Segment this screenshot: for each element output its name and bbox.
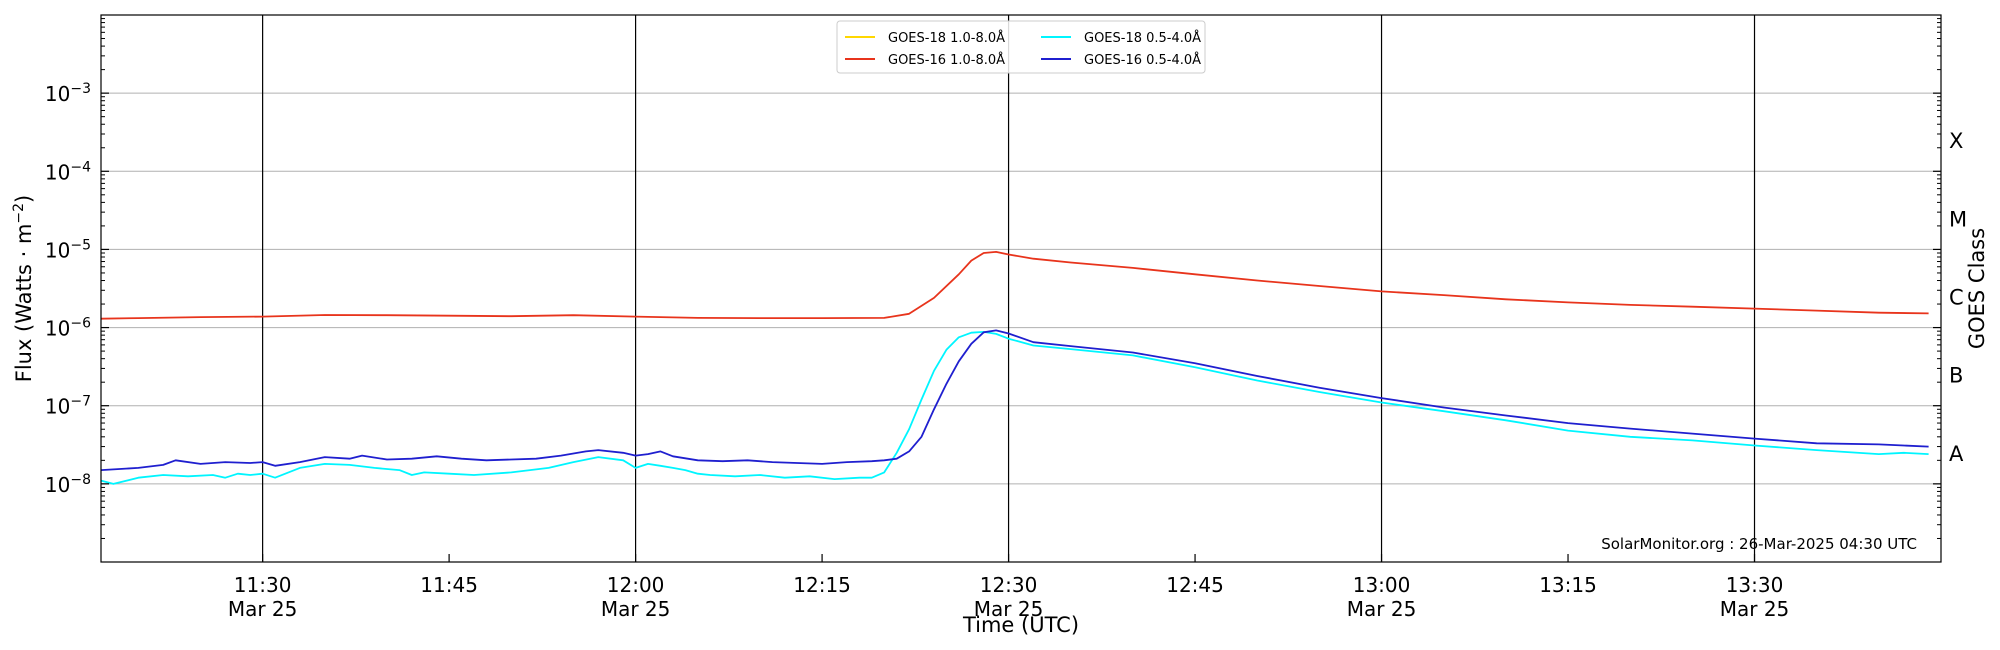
x-tick-label: 13:00 [1353, 573, 1411, 597]
x-tick-label: 12:00 [607, 573, 665, 597]
x-tick-label: 13:15 [1539, 573, 1597, 597]
goes-class-label: X [1949, 129, 1963, 153]
y-tick-exponent: −6 [70, 316, 91, 332]
y-tick-base: 10 [45, 82, 70, 106]
y-tick-label: 10−7 [45, 394, 91, 419]
series-lines [100, 250, 1929, 485]
x-tick-date-label: Mar 25 [228, 597, 298, 621]
legend-label: GOES-18 1.0-8.0Å [888, 30, 1005, 46]
y-axis-label-close: ) [12, 195, 36, 203]
y-tick-exponent: −5 [70, 237, 91, 253]
y-tick-exponent: −3 [70, 81, 91, 97]
y-tick-label: 10−5 [45, 237, 91, 262]
grid-lines [101, 15, 1941, 562]
series-line-1 [100, 250, 1929, 320]
y-tick-base: 10 [45, 473, 70, 497]
y-tick-exponent: −8 [70, 472, 91, 488]
x-tick-date-label: Mar 25 [1347, 597, 1417, 621]
legend-items: GOES-18 1.0-8.0Å GOES-16 1.0-8.0Å GOES-18 … [845, 30, 1201, 68]
y-tick-exponent: −7 [70, 394, 91, 410]
y-tick-base: 10 [45, 317, 70, 341]
legend-box [836, 20, 1206, 74]
goes-class-label: A [1949, 442, 1964, 466]
x-tick-label: 13:30 [1726, 573, 1784, 597]
y-tick-label: 10−8 [45, 472, 91, 497]
goes-class-axis-label: GOES Class [1965, 228, 1989, 349]
legend-label: GOES-16 1.0-8.0Å [888, 52, 1005, 68]
x-tick-label: 11:45 [420, 573, 478, 597]
y-axis-label-base: Flux (Watts · m [12, 224, 36, 383]
goes-class-label: M [1949, 207, 1967, 231]
legend-label: GOES-16 0.5-4.0Å [1084, 52, 1201, 68]
plot-frame [100, 14, 1942, 563]
legend-label: GOES-18 0.5-4.0Å [1084, 30, 1201, 46]
x-tick-label: 11:30 [234, 573, 292, 597]
goes-class-label: B [1949, 364, 1963, 388]
y-axis-label-superscript: −2 [11, 203, 27, 224]
y-axis-label: Flux (Watts · m−2) [11, 195, 36, 383]
y-tick-base: 10 [45, 160, 70, 184]
series-line-2 [100, 330, 1929, 485]
x-tick-label: 12:15 [793, 573, 851, 597]
credit-text: SolarMonitor.org : 26-Mar-2025 04:30 UTC [1601, 535, 1917, 553]
y-tick-label: 10−3 [45, 81, 91, 106]
x-tick-label: 12:45 [1166, 573, 1224, 597]
y-tick-exponent: −4 [70, 159, 91, 175]
x-tick-label: 12:30 [980, 573, 1038, 597]
goes-class-label: C [1949, 285, 1964, 309]
legend: GOES-18 1.0-8.0Å GOES-16 1.0-8.0Å GOES-18 … [836, 20, 1206, 74]
y-tick-label: 10−6 [45, 316, 91, 341]
x-axis-label: Time (UTC) [962, 613, 1079, 637]
y-tick-base: 10 [45, 238, 70, 262]
x-tick-date-label: Mar 25 [601, 597, 671, 621]
y-tick-base: 10 [45, 395, 70, 419]
x-tick-date-label: Mar 25 [1720, 597, 1790, 621]
x-tick-date-label: Mar 25 [974, 597, 1044, 621]
y-tick-label: 10−4 [45, 159, 91, 184]
series-line-3 [100, 329, 1929, 471]
